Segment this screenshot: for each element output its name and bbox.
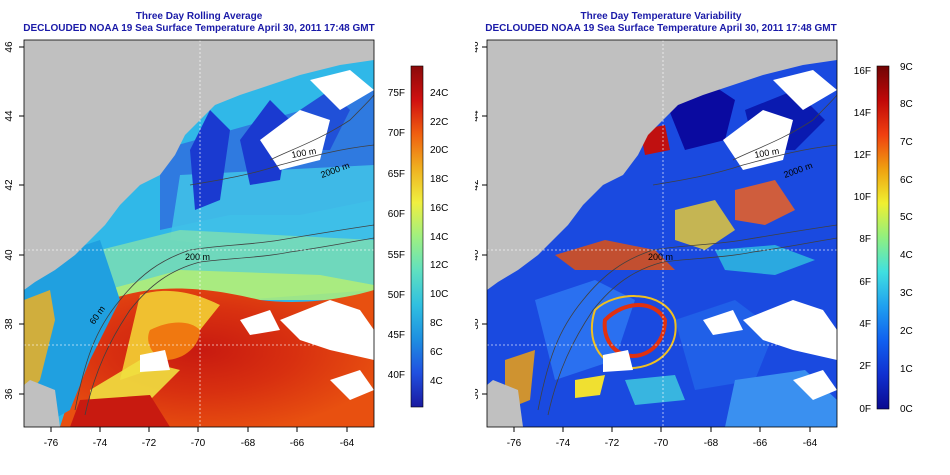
right-map-field — [487, 40, 837, 427]
colorbar-c-label: 12C — [430, 260, 448, 271]
colorbar-c-label: 22C — [430, 117, 448, 128]
colorbar-c-label: 9C — [900, 62, 913, 73]
colorbar-f-label: 8F — [859, 234, 871, 245]
colorbar-c-label: 8C — [430, 318, 443, 329]
colorbar-f-label: 55F — [388, 250, 405, 261]
right-x-axis: -76 -74 -72 -70 -68 -66 -64 — [507, 427, 818, 449]
x-tick-label: -76 — [44, 438, 59, 449]
colorbar-f-label: 10F — [854, 192, 871, 203]
left-map-title: Three Day Rolling Average — [135, 11, 263, 22]
colorbar-c-label: 18C — [430, 174, 448, 185]
right-colorbar: 16F 14F 12F 10F 8F 6F 4F 2F 0F 9C 8C 7C … — [854, 62, 913, 415]
x-tick-label: -64 — [803, 438, 818, 449]
colorbar-f-label: 16F — [854, 66, 871, 77]
colorbar-f-label: 75F — [388, 88, 405, 99]
y-tick-label: 44 — [475, 110, 481, 122]
x-tick-label: -72 — [605, 438, 620, 449]
x-tick-label: -68 — [241, 438, 256, 449]
colorbar-f-label: 45F — [388, 330, 405, 341]
colorbar-f-label: 40F — [388, 370, 405, 381]
x-tick-label: -74 — [93, 438, 108, 449]
x-tick-label: -68 — [704, 438, 719, 449]
left-sst-map: 100 m 2000 m 200 m 60 m -76 -74 -72 -70 … — [4, 39, 448, 449]
colorbar-c-label: 0C — [900, 404, 913, 415]
contour-label-200m: 200 m — [185, 252, 210, 262]
y-tick-label: 44 — [4, 110, 15, 122]
contour-label-100m: 100 m — [291, 146, 317, 160]
colorbar-c-label: 14C — [430, 232, 448, 243]
left-map-subtitle: DECLOUDED NOAA 19 Sea Surface Temperatur… — [23, 23, 375, 34]
colorbar-c-label: 5C — [900, 212, 913, 223]
colorbar-f-label: 50F — [388, 290, 405, 301]
right-variability-map: 100 m 2000 m 200 m -76 -74 -72 -70 -68 -… — [475, 39, 913, 449]
colorbar-f-label: 4F — [859, 319, 871, 330]
colorbar-c-label: 24C — [430, 88, 448, 99]
y-tick-label: 42 — [475, 179, 481, 191]
contour-label-100m: 100 m — [754, 146, 780, 160]
colorbar-f-label: 60F — [388, 209, 405, 220]
y-tick-label: 46 — [4, 41, 15, 53]
x-tick-label: -72 — [142, 438, 157, 449]
right-title-block: Three Day Temperature Variability DECLOU… — [462, 11, 860, 35]
colorbar-f-label: 14F — [854, 108, 871, 119]
right-y-axis: 36 38 40 42 44 46 — [475, 41, 487, 400]
y-tick-label: 42 — [4, 179, 15, 191]
colorbar-c-label: 16C — [430, 203, 448, 214]
colorbar-c-label: 4C — [900, 250, 913, 261]
y-tick-label: 40 — [475, 249, 481, 261]
right-map-subtitle: DECLOUDED NOAA 19 Sea Surface Temperatur… — [485, 23, 837, 34]
colorbar-c-label: 6C — [900, 175, 913, 186]
colorbar-c-label: 6C — [430, 347, 443, 358]
y-tick-label: 36 — [4, 388, 15, 400]
colorbar-f-label: 65F — [388, 169, 405, 180]
y-tick-label: 46 — [475, 41, 481, 53]
x-tick-label: -70 — [654, 438, 669, 449]
colorbar-c-label: 2C — [900, 326, 913, 337]
left-colorbar: 75F 70F 65F 60F 55F 50F 45F 40F 24C 22C … — [388, 65, 448, 408]
colorbar-c-label: 3C — [900, 288, 913, 299]
colorbar-f-label: 12F — [854, 150, 871, 161]
x-tick-label: -66 — [290, 438, 305, 449]
colorbar-f-label: 6F — [859, 277, 871, 288]
colorbar-c-label: 1C — [900, 364, 913, 375]
right-map-title: Three Day Temperature Variability — [580, 11, 742, 22]
x-tick-label: -70 — [191, 438, 206, 449]
contour-label-200m: 200 m — [648, 252, 673, 262]
colorbar-f-label: 70F — [388, 128, 405, 139]
colorbar-c-label: 4C — [430, 376, 443, 387]
y-tick-label: 36 — [475, 388, 481, 400]
colorbar-c-label: 10C — [430, 289, 448, 300]
left-map-field — [24, 40, 374, 427]
left-y-axis: 36 38 40 42 44 46 — [4, 41, 24, 400]
left-x-axis: -76 -74 -72 -70 -68 -66 -64 — [44, 427, 355, 449]
colorbar-c-label: 8C — [900, 99, 913, 110]
left-title-block: Three Day Rolling Average DECLOUDED NOAA… — [0, 11, 398, 35]
x-tick-label: -64 — [340, 438, 355, 449]
y-tick-label: 40 — [4, 249, 15, 261]
colorbar-c-label: 7C — [900, 137, 913, 148]
colorbar-f-label: 0F — [859, 404, 871, 415]
x-tick-label: -74 — [556, 438, 571, 449]
y-tick-label: 38 — [4, 318, 15, 330]
colorbar-c-label: 20C — [430, 145, 448, 156]
x-tick-label: -66 — [753, 438, 768, 449]
colorbar-f-label: 2F — [859, 361, 871, 372]
x-tick-label: -76 — [507, 438, 522, 449]
y-tick-label: 38 — [475, 318, 481, 330]
